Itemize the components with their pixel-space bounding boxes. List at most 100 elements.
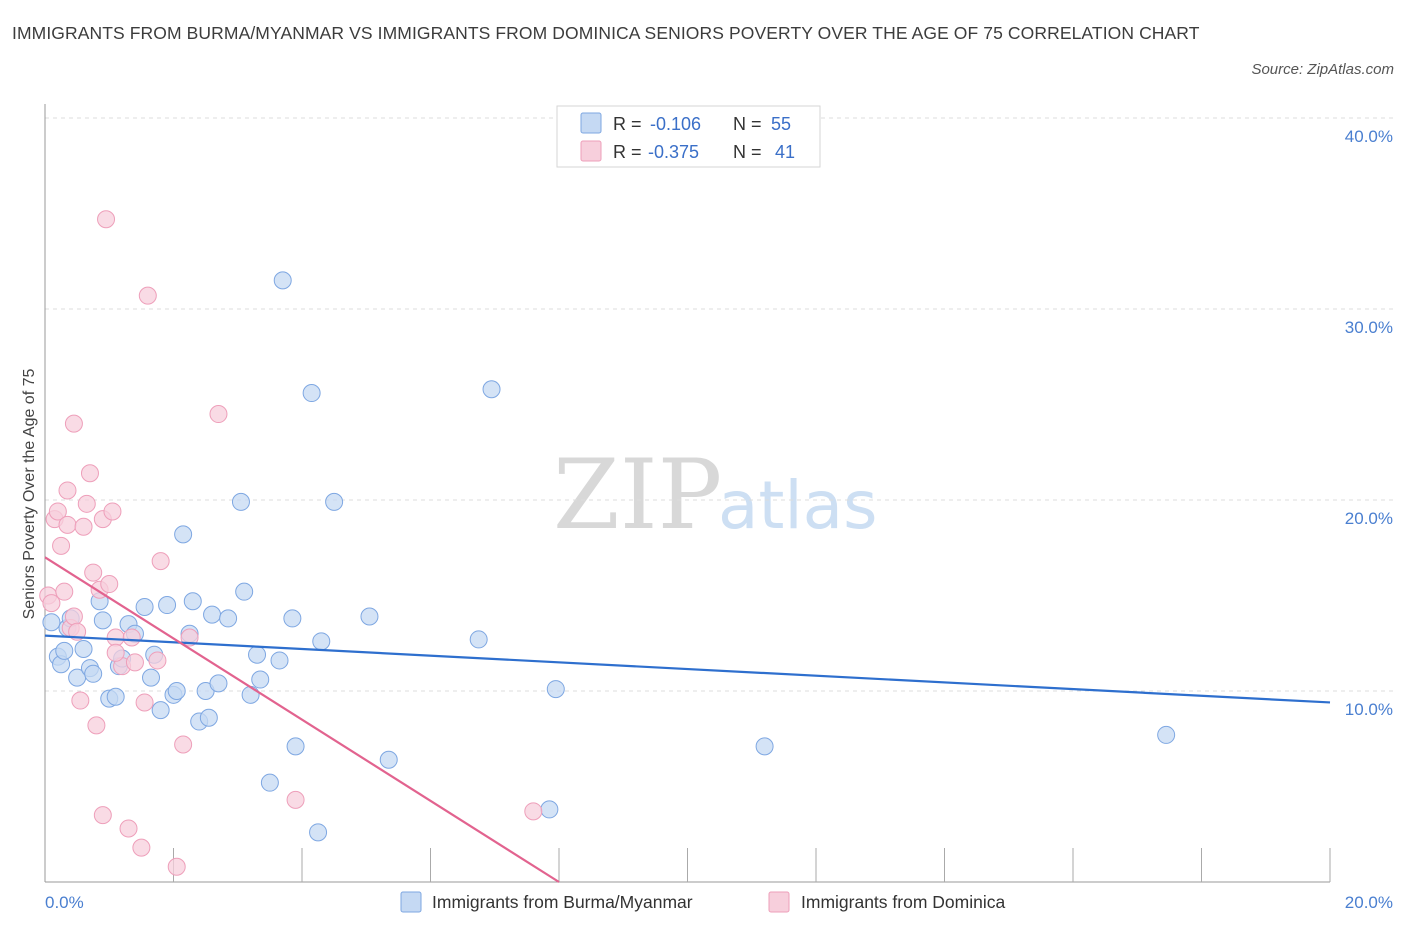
- dominica-point: [100, 575, 119, 594]
- burma-point: [325, 492, 344, 511]
- burma-point: [219, 609, 238, 628]
- burma-point: [273, 271, 292, 290]
- legend-r-label-burma: R =: [613, 114, 642, 134]
- trend-lines: [44, 556, 1331, 883]
- legend-r-value-dominica: -0.375: [648, 142, 699, 162]
- dominica-point: [138, 286, 157, 305]
- y-tick-label: 30.0%: [1345, 318, 1393, 337]
- dominica-point: [132, 838, 151, 857]
- legend-swatch-dominica: [580, 140, 602, 162]
- burma-point: [540, 800, 559, 819]
- legend-n-value-dominica: 41: [775, 142, 795, 162]
- burma-point: [231, 492, 250, 511]
- burma-point: [199, 708, 218, 727]
- burma-point: [235, 582, 254, 601]
- dominica-point: [55, 582, 74, 601]
- y-tick-label: 10.0%: [1345, 700, 1393, 719]
- dominica-point: [58, 481, 77, 500]
- burma-point: [158, 596, 177, 615]
- series-dominica-points: [39, 210, 543, 876]
- dominica-point: [77, 494, 96, 513]
- burma-point: [312, 632, 331, 651]
- dominica-point: [122, 628, 141, 647]
- burma-point: [251, 670, 270, 689]
- dominica-point: [103, 502, 122, 521]
- burma-point: [546, 680, 565, 699]
- bottom-legend-label-burma: Immigrants from Burma/Myanmar: [432, 892, 693, 912]
- dominica-point: [135, 693, 154, 712]
- burma-point: [241, 685, 260, 704]
- y-axis-label: Seniors Poverty Over the Age of 75: [21, 369, 38, 620]
- dominica-point: [84, 563, 103, 582]
- dominica-point: [58, 515, 77, 534]
- dominica-point: [286, 790, 305, 809]
- dominica-point: [48, 502, 67, 521]
- x-tick-max: 20.0%: [1345, 893, 1393, 912]
- dominica-point: [74, 517, 93, 536]
- dominica-point: [174, 735, 193, 754]
- dominica-point: [180, 628, 199, 647]
- dominica-point: [93, 806, 112, 825]
- x-tick-min: 0.0%: [45, 893, 84, 912]
- burma-point: [203, 605, 222, 624]
- watermark-zip: ZIP: [553, 439, 722, 551]
- dominica-point: [167, 857, 186, 876]
- dominica-point: [64, 607, 83, 626]
- legend-swatch-burma: [580, 112, 602, 134]
- series-burma-points: [42, 271, 1176, 842]
- dominica-point: [42, 594, 61, 613]
- burma-point: [270, 651, 289, 670]
- dominica-point: [106, 643, 125, 662]
- burma-point: [174, 525, 193, 544]
- dominica-point: [148, 651, 167, 670]
- burma-point: [482, 380, 501, 399]
- burma-point: [93, 611, 112, 630]
- watermark-atlas: atlas: [718, 467, 878, 544]
- burma-point: [183, 592, 202, 611]
- bottom-legend-label-dominica: Immigrants from Dominica: [801, 892, 1005, 912]
- bottom-legend-swatch-burma: [400, 891, 422, 913]
- legend-n-label-burma: N =: [733, 114, 762, 134]
- burma-point: [1157, 725, 1176, 744]
- burma-point: [755, 737, 774, 756]
- legend-r-label-dominica: R =: [613, 142, 642, 162]
- dominica-point: [209, 405, 228, 424]
- dominica-point: [97, 210, 116, 229]
- dominica-point: [524, 802, 543, 821]
- dominica-point: [52, 536, 71, 555]
- burma-point: [167, 682, 186, 700]
- gridlines: 10.0% 20.0% 30.0% 40.0%: [45, 117, 1393, 719]
- burma-point: [248, 645, 267, 664]
- dominica-point: [125, 653, 144, 672]
- burma-point: [283, 609, 302, 628]
- burma-point: [469, 630, 488, 649]
- burma-point: [309, 823, 328, 842]
- y-tick-label: 20.0%: [1345, 509, 1393, 528]
- burma-point: [302, 384, 321, 403]
- correlation-legend: R = -0.106 N = 55 R = -0.375 N = 41: [556, 105, 821, 168]
- bottom-legend-swatch-dominica: [768, 891, 790, 913]
- burma-point: [135, 597, 154, 616]
- dominica-point: [119, 819, 138, 838]
- dominica-point: [71, 691, 90, 710]
- dominica-point: [80, 464, 99, 483]
- dominica-point: [64, 414, 83, 433]
- burma-point: [55, 641, 74, 660]
- burma-point: [379, 750, 398, 769]
- burma-point: [260, 773, 279, 792]
- burma-trend-line: [44, 634, 1331, 704]
- burma-point: [42, 613, 61, 632]
- dominica-point: [151, 552, 170, 571]
- burma-point: [106, 687, 125, 706]
- legend-n-value-burma: 55: [771, 114, 791, 134]
- burma-point: [286, 737, 305, 756]
- legend-n-label-dominica: N =: [733, 142, 762, 162]
- dominica-point: [87, 716, 106, 735]
- y-tick-label: 40.0%: [1345, 127, 1393, 146]
- burma-point: [142, 668, 161, 687]
- dominica-point: [106, 628, 125, 647]
- burma-point: [360, 607, 379, 626]
- burma-point: [209, 674, 228, 693]
- chart-title: IMMIGRANTS FROM BURMA/MYANMAR VS IMMIGRA…: [12, 23, 1200, 43]
